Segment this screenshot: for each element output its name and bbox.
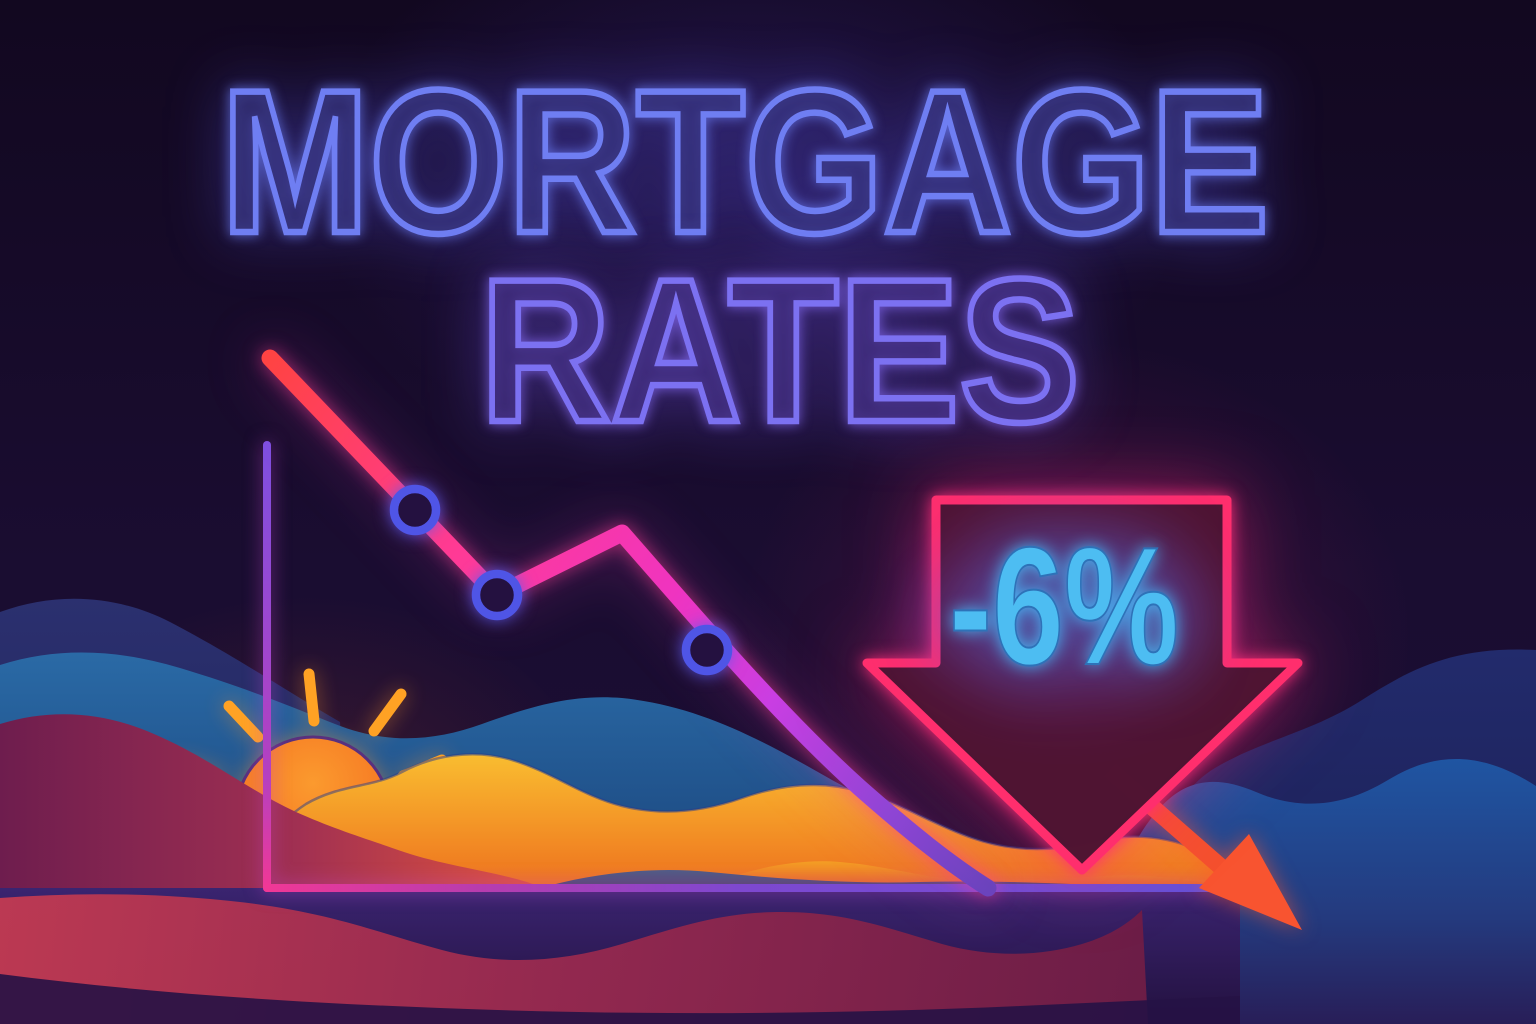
title-line-1: MORTGAGE (221, 48, 1269, 276)
data-point-3 (681, 624, 733, 676)
rate-drop-value: -6% (949, 512, 1179, 700)
bottom-crimson-wave (0, 894, 1148, 1024)
front-blue-band (540, 869, 1150, 888)
sun-ray-upper-right (368, 688, 407, 737)
sun-ray-top (303, 668, 320, 727)
poster-title: MORTGAGE RATES (218, 45, 1273, 469)
down-arrow-badge: -6% (862, 495, 1303, 875)
crimson-left-wave (0, 714, 544, 888)
title-line-2: RATES (480, 237, 1080, 465)
sun-ray-upper-left (223, 700, 264, 743)
data-point-2 (471, 569, 523, 621)
data-point-1 (389, 484, 441, 536)
down-arrow-icon (862, 495, 1303, 875)
bottom-deep-purple (0, 974, 1240, 1024)
data-point-markers (389, 484, 733, 676)
trend-line (261, 349, 997, 897)
badge-inner-glow (914, 520, 1214, 704)
chart-axes (263, 441, 1214, 892)
trend-end-arrowhead (1199, 834, 1302, 930)
